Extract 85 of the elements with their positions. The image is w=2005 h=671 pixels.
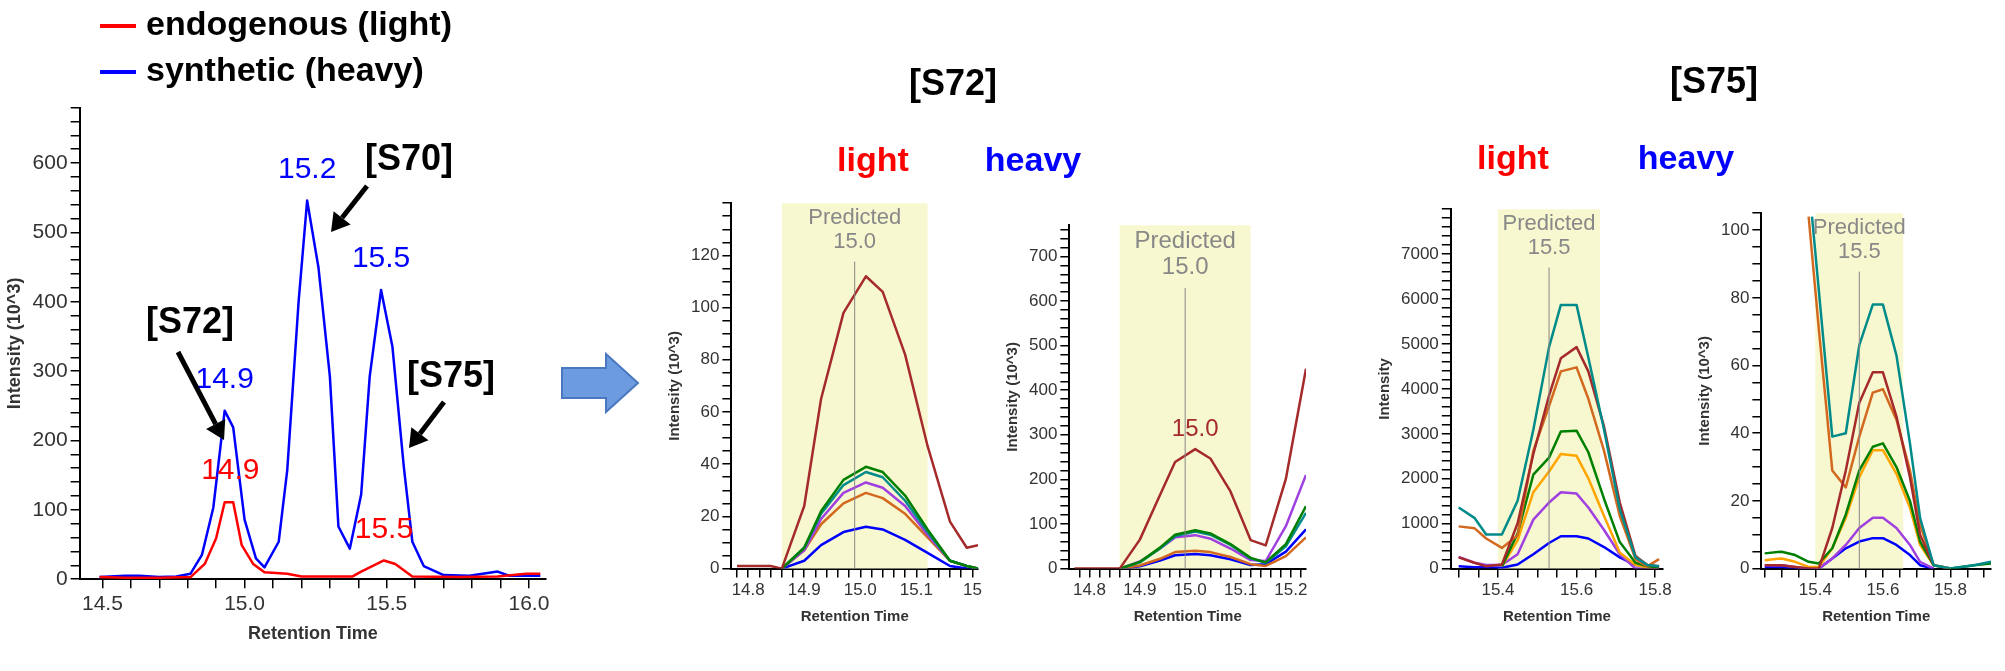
- y-axis-title: Intensity (10^3): [3, 277, 24, 410]
- y-tick-label: 4000: [1400, 378, 1439, 398]
- y-tick-label: 600: [1028, 290, 1058, 310]
- y-axis-title: Intensity (10^3): [665, 331, 683, 441]
- annotation: 14.9: [195, 360, 254, 394]
- y-axis-title: Intensity (10^3): [1695, 336, 1713, 446]
- y-tick-label: 100: [1028, 513, 1058, 533]
- y-tick-label: 700: [1028, 246, 1058, 266]
- y-axis-title: Intensity (10^3): [1003, 342, 1021, 452]
- x-tick-label: 15.8: [1933, 580, 1968, 600]
- x-tick-label: 15.0: [1173, 580, 1207, 600]
- annotation: 15.2: [277, 150, 337, 184]
- x-tick-label: 15.4: [1798, 580, 1832, 600]
- x-tick-label: 15.4: [1481, 580, 1515, 600]
- y-tick-label: 100: [1720, 219, 1750, 239]
- x-tick-label: 15.8: [1638, 580, 1672, 600]
- x-tick-label: 14.9: [787, 580, 821, 600]
- annotation: 15.0: [1171, 413, 1219, 441]
- y-tick-label: 7000: [1400, 243, 1439, 263]
- chart-title: [S75]: [1669, 60, 1759, 102]
- y-tick-label: 1000: [1400, 513, 1439, 533]
- x-tick-label: 15.5: [366, 590, 408, 614]
- y-tick-label: 0: [1047, 558, 1058, 578]
- annotation: [S72]: [146, 300, 235, 342]
- x-tick-label: 15.0: [843, 580, 877, 600]
- y-tick-label: 500: [32, 219, 68, 243]
- y-tick-label: 60: [700, 401, 720, 421]
- y-tick-label: 80: [1730, 287, 1750, 307]
- y-tick-label: 60: [1730, 355, 1750, 375]
- y-tick-label: 6000: [1400, 288, 1439, 308]
- y-tick-label: 300: [1028, 424, 1058, 444]
- y-tick-label: 80: [700, 349, 720, 369]
- y-tick-label: 0: [1739, 558, 1750, 578]
- y-tick-label: 0: [55, 566, 68, 589]
- legend-label: endogenous (light): [146, 4, 452, 42]
- x-tick-label: 15.6: [1560, 580, 1594, 600]
- x-tick-label: 14.8: [731, 580, 765, 600]
- y-tick-label: 0: [1429, 558, 1439, 578]
- y-tick-label: 40: [1730, 422, 1750, 442]
- ref-line-label: Predicted 15.5: [1812, 214, 1906, 264]
- y-tick-label: 400: [1028, 379, 1058, 399]
- y-tick-label: 100: [32, 496, 68, 520]
- x-tick-label: 14.8: [1072, 580, 1107, 600]
- chart-subtitle: light: [837, 140, 909, 179]
- y-axis-title: Intensity: [1375, 357, 1393, 420]
- y-tick-label: 400: [32, 288, 68, 312]
- x-tick-label: 15.6: [1866, 580, 1900, 600]
- x-axis-title: Retention Time: [1822, 607, 1931, 625]
- y-tick-label: 120: [690, 245, 720, 265]
- x-tick-label: 15.2: [1274, 580, 1308, 600]
- y-tick-label: 20: [700, 506, 720, 526]
- y-tick-label: 3000: [1400, 423, 1439, 443]
- x-axis-title: Retention Time: [800, 607, 909, 625]
- x-tick-label: 15.1: [899, 580, 933, 600]
- y-tick-label: 40: [700, 453, 720, 473]
- chart-subtitle: heavy: [984, 140, 1082, 179]
- x-tick-label: 15: [962, 580, 982, 600]
- y-tick-label: 200: [32, 427, 68, 451]
- y-tick-label: 20: [1730, 490, 1750, 510]
- x-tick-label: 14.9: [1123, 580, 1157, 600]
- y-tick-label: 0: [709, 558, 720, 578]
- x-tick-label: 16.0: [508, 590, 550, 614]
- y-tick-label: 5000: [1400, 333, 1439, 353]
- annotation: [S75]: [407, 354, 496, 396]
- x-axis-title: Retention Time: [247, 623, 378, 644]
- y-tick-label: 500: [1028, 335, 1058, 355]
- x-tick-label: 15.1: [1224, 580, 1258, 600]
- y-tick-label: 2000: [1400, 468, 1439, 488]
- y-tick-label: 600: [32, 149, 68, 173]
- x-axis-title: Retention Time: [1133, 607, 1242, 625]
- y-tick-label: 300: [32, 357, 68, 381]
- ref-line-label: Predicted 15.5: [1502, 210, 1596, 260]
- x-tick-label: 14.5: [81, 590, 123, 614]
- x-tick-label: 15.0: [224, 590, 266, 614]
- ref-line-label: Predicted 15.0: [808, 204, 902, 254]
- y-tick-label: 100: [690, 297, 720, 317]
- chart-subtitle: light: [1477, 138, 1549, 177]
- y-tick-label: 200: [1028, 469, 1058, 489]
- x-axis-title: Retention Time: [1502, 607, 1611, 625]
- ref-line-label: Predicted 15.0: [1134, 225, 1236, 280]
- chart-subtitle: heavy: [1637, 138, 1735, 177]
- annotation: [S70]: [365, 137, 454, 179]
- chart-title: [S72]: [908, 62, 998, 104]
- annotation: 15.5: [351, 240, 411, 274]
- legend-label: synthetic (heavy): [146, 50, 424, 88]
